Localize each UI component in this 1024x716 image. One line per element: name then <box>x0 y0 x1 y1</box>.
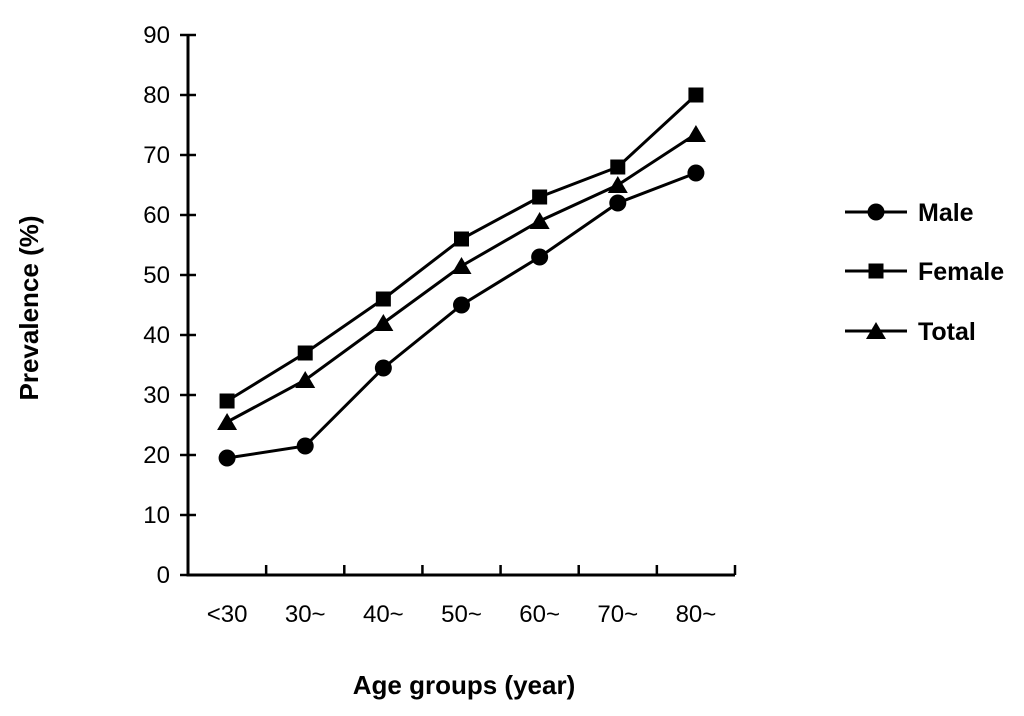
x-tick-label: 30~ <box>285 601 326 628</box>
y-tick-label: 20 <box>143 442 170 469</box>
series-male-marker <box>687 164 705 182</box>
series-male-marker <box>296 437 314 455</box>
series-total <box>217 125 706 430</box>
series-male-marker <box>218 449 236 467</box>
series-male-marker <box>531 248 549 266</box>
series-total-marker <box>685 125 706 142</box>
x-tick-label: 70~ <box>597 601 638 628</box>
series-female-marker <box>454 231 469 247</box>
series-male <box>218 164 705 467</box>
series-total-marker <box>607 176 628 193</box>
y-tick-label: 80 <box>143 82 170 109</box>
y-tick-label: 10 <box>143 502 170 529</box>
x-tick-label: <30 <box>207 601 248 628</box>
y-tick-label: 40 <box>143 322 170 349</box>
series-female-marker <box>375 291 391 307</box>
legend-triangle-marker-icon <box>866 322 886 339</box>
legend: Male Female Total <box>845 199 1004 346</box>
series-total-marker <box>451 257 472 274</box>
legend-item-total: Total <box>845 318 976 346</box>
series-female-marker <box>688 87 704 103</box>
y-tick-label: 0 <box>157 562 170 589</box>
y-axis-title: Prevalence (%) <box>14 216 44 401</box>
series-male-marker <box>609 194 627 212</box>
x-axis-title: Age groups (year) <box>353 670 576 700</box>
series-female <box>219 87 704 409</box>
x-tick-label: 80~ <box>676 601 717 628</box>
y-tick-label: 90 <box>143 22 170 49</box>
series-total-marker <box>295 371 316 388</box>
series-total-marker <box>529 212 550 229</box>
y-tick-label: 50 <box>143 262 170 289</box>
legend-label: Female <box>918 258 1004 286</box>
series-male-marker <box>374 359 392 377</box>
series-female-marker <box>610 159 626 175</box>
legend-label: Male <box>918 199 974 227</box>
y-tick-label: 60 <box>143 202 170 229</box>
x-tick-label: 60~ <box>519 601 560 628</box>
y-tick-label: 70 <box>143 142 170 169</box>
legend-item-male: Male <box>845 199 974 227</box>
legend-square-marker-icon <box>868 263 884 279</box>
series-total-marker <box>373 314 394 331</box>
series-female-marker <box>219 393 235 409</box>
series-total-marker <box>217 413 238 430</box>
y-tick-label: 30 <box>143 382 170 409</box>
legend-item-female: Female <box>845 258 1004 286</box>
x-tick-label: 40~ <box>363 601 404 628</box>
series-female-marker <box>532 189 548 205</box>
series-male-marker <box>453 296 470 314</box>
legend-circle-marker-icon <box>867 203 885 221</box>
series-female-marker <box>297 345 313 361</box>
x-tick-label: 50~ <box>441 601 482 628</box>
legend-label: Total <box>918 318 976 346</box>
